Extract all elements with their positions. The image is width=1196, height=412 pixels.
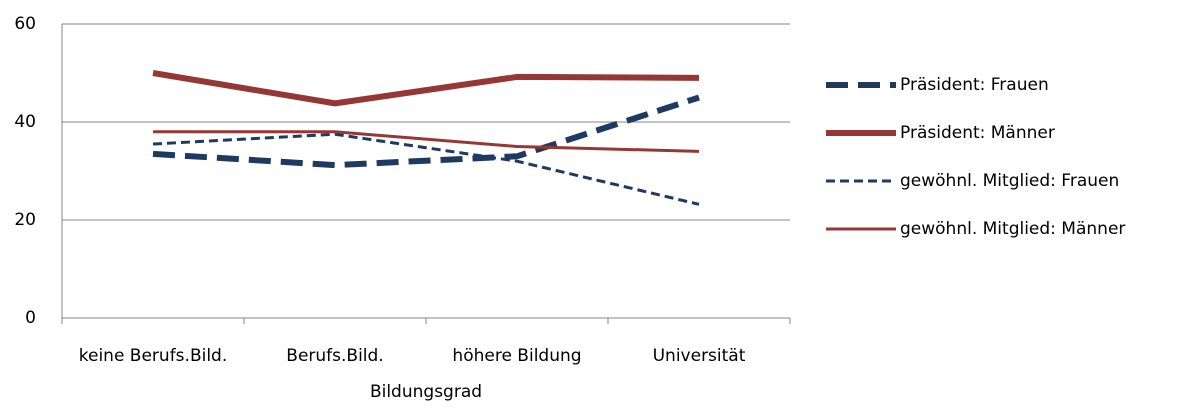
legend-label: Präsident: Männer (900, 123, 1055, 143)
y-tick-label: 20 (14, 210, 36, 230)
legend-label: gewöhnl. Mitglied: Frauen (900, 171, 1119, 191)
x-tick-label: Universität (653, 346, 746, 366)
y-tick-label: 60 (14, 14, 36, 34)
legend-label: gewöhnl. Mitglied: Männer (900, 219, 1125, 239)
y-tick-label: 0 (25, 308, 36, 328)
x-tick-label: Berufs.Bild. (286, 346, 383, 366)
legend-label: Präsident: Frauen (900, 75, 1049, 95)
y-tick-label: 40 (14, 112, 36, 132)
series-line (152, 132, 700, 206)
x-axis-title: Bildungsgrad (370, 382, 482, 402)
series-line (152, 70, 700, 107)
x-tick-label: höhere Bildung (452, 346, 581, 366)
series-line (153, 130, 700, 153)
x-tick-label: keine Berufs.Bild. (79, 346, 228, 366)
series-line (152, 94, 700, 169)
